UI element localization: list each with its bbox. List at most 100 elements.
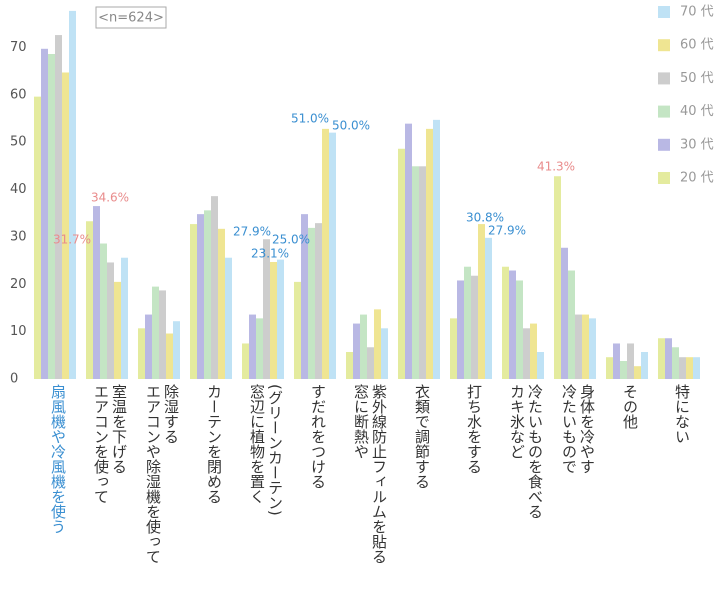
- bar: [138, 328, 145, 379]
- x-tick-label: 特にない: [673, 384, 691, 444]
- bar: [322, 128, 329, 379]
- bar: [589, 318, 596, 379]
- x-tick-label: 扇風機や冷風機を使う: [49, 384, 67, 534]
- legend-swatch: [658, 39, 670, 52]
- bar: [121, 257, 128, 379]
- bar: [509, 270, 516, 379]
- bar: [353, 323, 360, 379]
- annotation: 31.7%: [53, 233, 91, 247]
- bar: [582, 314, 589, 379]
- bar: [658, 338, 665, 379]
- bar: [450, 318, 457, 379]
- annotation: 30.8%: [466, 211, 504, 225]
- bar: [41, 48, 48, 379]
- bar: [256, 318, 263, 379]
- bar: [412, 166, 419, 379]
- bar: [478, 224, 485, 379]
- legend-label: 30 代: [680, 137, 714, 152]
- legend-label: 40 代: [680, 104, 714, 119]
- bar: [145, 314, 152, 379]
- bar: [249, 314, 256, 379]
- legend-label: 20 代: [680, 171, 714, 186]
- bar: [166, 333, 173, 379]
- bar: [627, 343, 634, 379]
- bar: [346, 351, 353, 379]
- legend-swatch: [658, 6, 670, 18]
- bar: [620, 360, 627, 379]
- bar: [374, 309, 381, 379]
- y-tick-label: 40: [10, 182, 27, 197]
- bar: [242, 343, 249, 379]
- annotation: 27.9%: [233, 225, 271, 239]
- bar: [367, 347, 374, 379]
- x-tick-label: 冷たいもので 身体を冷やす: [560, 384, 596, 474]
- x-tick-label: エアコンを使って 室温を下げる: [92, 384, 128, 504]
- bar: [561, 247, 568, 379]
- annotation: 34.6%: [91, 191, 129, 205]
- legend-swatch: [658, 172, 670, 184]
- bar: [530, 323, 537, 379]
- annotation: 50.0%: [332, 119, 370, 133]
- bar: [613, 343, 620, 379]
- bar: [641, 351, 648, 379]
- bar: [426, 128, 433, 379]
- bar: [86, 221, 93, 379]
- legend-label: 50 代: [680, 71, 714, 86]
- bar: [55, 35, 62, 380]
- x-tick-label: 窓に断熱や 紫外線防止フィルムを貼る: [352, 384, 388, 564]
- legend-swatch: [658, 138, 670, 151]
- legend-swatch: [658, 105, 670, 118]
- y-tick-label: 10: [10, 324, 27, 339]
- bar: [679, 357, 686, 379]
- annotation: 27.9%: [488, 224, 526, 238]
- bar: [270, 261, 277, 379]
- bar: [568, 270, 575, 379]
- bar: [225, 257, 232, 379]
- x-tick-label: 打ち水をする: [465, 384, 483, 474]
- bar: [173, 321, 180, 379]
- x-tick-label: エアコンや除湿機を使って 除湿する: [144, 384, 180, 564]
- bar: [159, 290, 166, 379]
- legend-label: 70 代: [680, 5, 714, 20]
- annotation: 51.0%: [291, 112, 329, 126]
- bar: [502, 266, 509, 379]
- bar: [433, 119, 440, 379]
- bar: [575, 314, 582, 379]
- bar: [516, 280, 523, 379]
- bar: [381, 328, 388, 379]
- bar: [152, 286, 159, 379]
- bar: [634, 366, 641, 379]
- bar: [218, 228, 225, 379]
- bar: [471, 275, 478, 379]
- x-tick-label: 衣類で調節する: [413, 384, 431, 489]
- bar: [457, 280, 464, 379]
- y-tick-label: 0: [10, 372, 18, 387]
- bar: [107, 262, 114, 379]
- x-tick-label: その他: [621, 384, 639, 429]
- annotation: 41.3%: [537, 160, 575, 174]
- bar: [464, 266, 471, 379]
- bar: [693, 357, 700, 379]
- bar: [93, 206, 100, 379]
- bar: [523, 328, 530, 379]
- bar: [308, 227, 315, 379]
- bar: [197, 214, 204, 379]
- bar: [48, 54, 55, 379]
- bar: [360, 314, 367, 379]
- bar: [204, 210, 211, 379]
- bar: [405, 123, 412, 380]
- y-tick-label: 70: [10, 40, 27, 55]
- x-tick-label: カキ氷など 冷たいものを食べる: [508, 384, 544, 519]
- y-tick-label: 60: [10, 87, 27, 102]
- annotation: 23.1%: [251, 247, 289, 261]
- bar: [315, 223, 322, 379]
- bar: [485, 237, 492, 379]
- bar: [329, 132, 336, 379]
- note: <n=624>: [98, 11, 164, 26]
- bar: [554, 176, 561, 379]
- bar: [419, 166, 426, 379]
- legend-swatch: [658, 72, 670, 85]
- bar: [190, 224, 197, 379]
